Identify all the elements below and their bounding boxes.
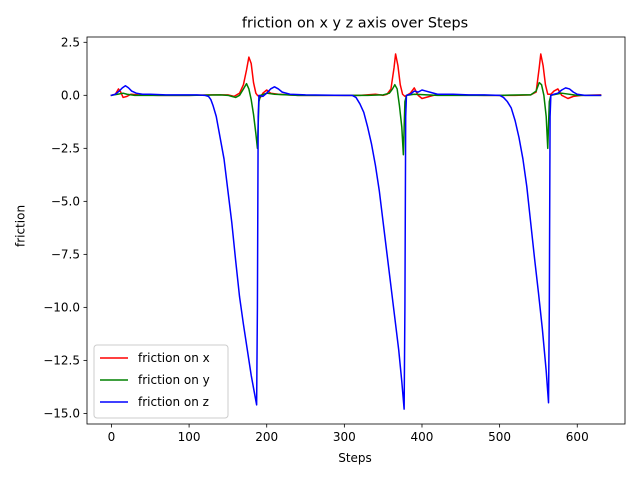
legend-box xyxy=(93,344,229,419)
legend-label-2: friction on y xyxy=(138,373,210,387)
x-tick-label: 200 xyxy=(255,430,278,444)
y-tick-label: 2.5 xyxy=(61,36,80,50)
y-tick-label: 0.0 xyxy=(61,89,80,103)
y-tick-label: −12.5 xyxy=(43,354,80,368)
x-tick-label: 600 xyxy=(566,430,589,444)
series-line-2 xyxy=(110,81,602,156)
x-axis-label: Steps xyxy=(338,451,372,465)
x-tick-label: 400 xyxy=(411,430,434,444)
y-axis-label: friction xyxy=(14,205,28,247)
legend-label-3: friction on z xyxy=(138,395,209,409)
y-tick-label: −5.0 xyxy=(51,195,80,209)
y-tick-label: −15.0 xyxy=(43,407,80,421)
x-tick-label: 500 xyxy=(488,430,511,444)
plot-frame xyxy=(86,36,626,425)
x-tick-label: 0 xyxy=(108,430,116,444)
legend: friction on x friction on y friction on z xyxy=(93,344,229,419)
series-layer xyxy=(110,53,602,410)
y-tick-label: −10.0 xyxy=(43,301,80,315)
series-line-3 xyxy=(110,85,602,410)
x-tick-label: 300 xyxy=(333,430,356,444)
y-tick-label: −7.5 xyxy=(51,248,80,262)
y-tick-label: −2.5 xyxy=(51,142,80,156)
x-tick-label: 100 xyxy=(178,430,201,444)
chart-title: friction on x y z axis over Steps xyxy=(242,16,468,32)
legend-label-1: friction on x xyxy=(138,351,210,365)
axes-layer: 0 100 200 300 400 500 600 2.5 0.0 −2.5 −5.0 −7.5 −10… xyxy=(43,36,626,444)
